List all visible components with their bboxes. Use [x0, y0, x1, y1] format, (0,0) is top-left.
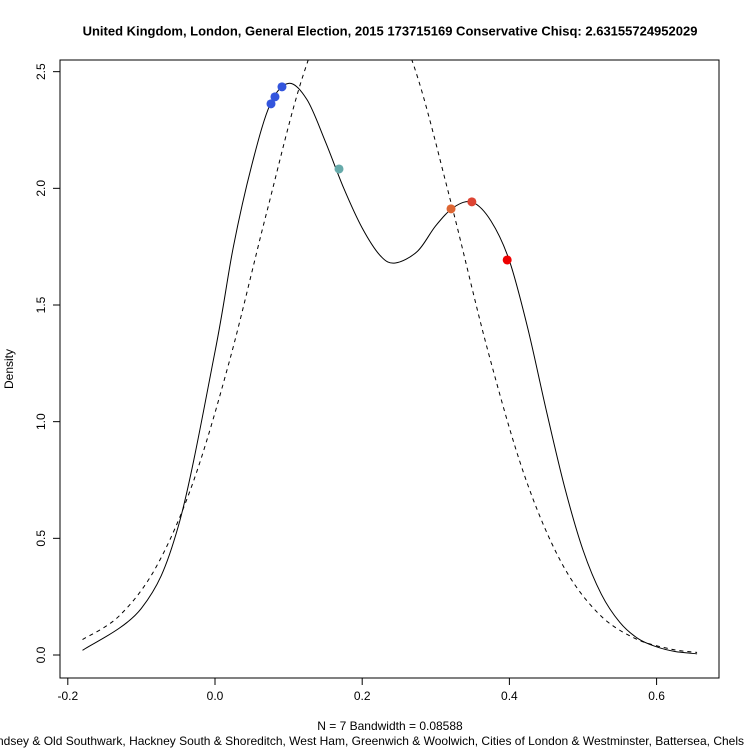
data-point — [270, 92, 280, 102]
subtitle: ndsey & Old Southwark, Hackney South & S… — [0, 734, 744, 748]
y-tick-label: 1.5 — [34, 296, 48, 313]
x-axis-label: N = 7 Bandwidth = 0.08588 — [317, 719, 463, 733]
plot-area — [82, 60, 698, 655]
data-point — [467, 197, 477, 207]
x-tick-label: 0.4 — [501, 689, 518, 703]
data-point — [277, 82, 287, 92]
chart-title: United Kingdom, London, General Election… — [83, 23, 698, 38]
y-tick-label: 0.5 — [34, 530, 48, 547]
data-point — [266, 99, 276, 109]
y-tick-label: 1.0 — [34, 413, 48, 430]
x-tick-label: 0.6 — [648, 689, 665, 703]
x-tick-label: 0.2 — [354, 689, 371, 703]
x-tick-label: 0.0 — [207, 689, 224, 703]
y-tick-label: 2.5 — [34, 63, 48, 80]
data-point — [334, 164, 344, 174]
y-tick-label: 0.0 — [34, 646, 48, 663]
y-tick-label: 2.0 — [34, 180, 48, 197]
data-point — [502, 255, 512, 265]
y-axis-label: Density — [2, 349, 16, 389]
data-point — [446, 204, 456, 214]
density-curve — [82, 82, 698, 655]
x-tick-label: -0.2 — [57, 689, 78, 703]
